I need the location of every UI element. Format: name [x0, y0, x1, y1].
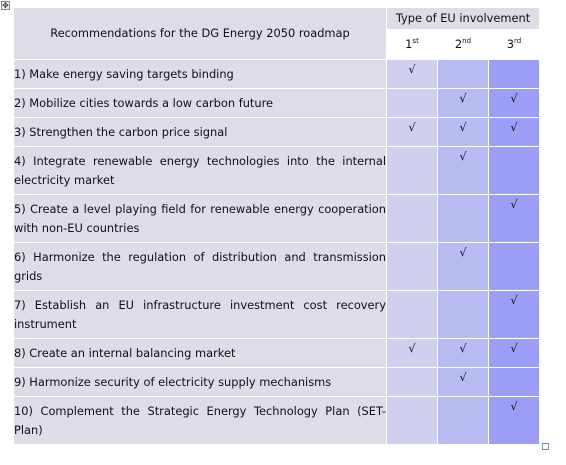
involvement-cell-3: √ [487, 290, 541, 339]
check-mark-icon: √ [510, 197, 518, 211]
involvement-cell-1: √ [386, 59, 438, 89]
table-row: 10) Complement the Strategic Energy Tech… [13, 396, 541, 445]
check-mark-icon: √ [459, 149, 467, 163]
check-mark-icon: √ [408, 120, 416, 134]
involvement-cell-1 [386, 194, 438, 243]
table-body: 1) Make energy saving targets binding √ 2)… [13, 59, 541, 445]
check-mark-icon: √ [459, 341, 467, 355]
order-2nd-header: 2nd [437, 28, 489, 61]
involvement-cell-3: √ [487, 88, 541, 118]
involvement-cell-1: √ [386, 117, 438, 147]
involvement-cell-2: √ [437, 367, 489, 397]
involvement-cell-2 [437, 396, 489, 445]
involvement-cell-1 [386, 88, 438, 118]
table-row: 7) Establish an EU infrastructure invest… [13, 290, 541, 339]
order-3rd-header: 3rd [487, 28, 541, 61]
recommendation-label: 9) Harmonize security of electricity sup… [13, 367, 387, 397]
table-row: 9) Harmonize security of electricity sup… [13, 367, 541, 397]
involvement-cell-2: √ [437, 88, 489, 118]
involvement-cell-1 [386, 290, 438, 339]
involvement-cell-2 [437, 194, 489, 243]
recommendation-label: 3) Strengthen the carbon price signal [13, 117, 387, 147]
table-resize-handle-icon[interactable] [542, 443, 549, 450]
table-header: Recommendations for the DG Energy 2050 r… [13, 7, 541, 61]
check-mark-icon: √ [459, 370, 467, 384]
involvement-cell-2 [437, 290, 489, 339]
involvement-cell-1 [386, 396, 438, 445]
check-mark-icon: √ [459, 245, 467, 259]
recommendation-label: 1) Make energy saving targets binding [13, 59, 387, 89]
involvement-cell-2 [437, 59, 489, 89]
involvement-cell-1 [386, 242, 438, 291]
check-mark-icon: √ [459, 120, 467, 134]
recommendation-label: 10) Complement the Strategic Energy Tech… [13, 396, 387, 445]
table-row: 2) Mobilize cities towards a low carbon … [13, 88, 541, 118]
recommendation-label: 5) Create a level playing field for rene… [13, 194, 387, 243]
recommendation-label: 8) Create an internal balancing market [13, 338, 387, 368]
order-header-row: 1st 2nd 3rd [14, 28, 541, 61]
involvement-cell-3: √ [487, 338, 541, 368]
table-row: 1) Make energy saving targets binding √ [13, 59, 541, 89]
involvement-cell-1 [386, 146, 438, 195]
check-mark-icon: √ [510, 399, 518, 413]
order-1st-header: 1st [386, 28, 438, 61]
involvement-cell-3 [487, 367, 541, 397]
involvement-cell-3: √ [487, 194, 541, 243]
check-mark-icon: √ [408, 341, 416, 355]
involvement-cell-1 [386, 367, 438, 397]
table-row: 5) Create a level playing field for rene… [13, 194, 541, 243]
recommendation-label: 4) Integrate renewable energy technologi… [13, 146, 387, 195]
involvement-cell-2: √ [437, 338, 489, 368]
table-row: 8) Create an internal balancing market √ √… [13, 338, 541, 368]
check-mark-icon: √ [510, 293, 518, 307]
recommendation-label: 7) Establish an EU infrastructure invest… [13, 290, 387, 339]
table-move-handle-icon[interactable]: ✥ [1, 1, 10, 10]
involvement-cell-2: √ [437, 117, 489, 147]
involvement-cell-3: √ [487, 117, 541, 147]
table-row: 6) Harmonize the regulation of distribut… [13, 242, 541, 291]
recommendation-label: 6) Harmonize the regulation of distribut… [13, 242, 387, 291]
table-row: 4) Integrate renewable energy technologi… [13, 146, 541, 195]
check-mark-icon: √ [510, 91, 518, 105]
check-mark-icon: √ [408, 62, 416, 76]
check-mark-icon: √ [510, 341, 518, 355]
involvement-cell-1: √ [386, 338, 438, 368]
involvement-cell-3 [487, 242, 541, 291]
check-mark-icon: √ [459, 91, 467, 105]
table-title: Recommendations for the DG Energy 2050 r… [13, 7, 387, 60]
involvement-cell-2: √ [437, 242, 489, 291]
table-row: 3) Strengthen the carbon price signal √ √ √ [13, 117, 541, 147]
involvement-cell-3: √ [487, 396, 541, 445]
involvement-cell-3 [487, 59, 541, 89]
header-row: Recommendations for the DG Energy 2050 r… [13, 7, 541, 60]
recommendation-label: 2) Mobilize cities towards a low carbon … [13, 88, 387, 118]
recommendations-table: Recommendations for the DG Energy 2050 r… [13, 7, 541, 445]
involvement-cell-2: √ [437, 146, 489, 195]
involvement-header: Type of EU involvement [385, 7, 541, 30]
involvement-cell-3 [487, 146, 541, 195]
check-mark-icon: √ [510, 120, 518, 134]
